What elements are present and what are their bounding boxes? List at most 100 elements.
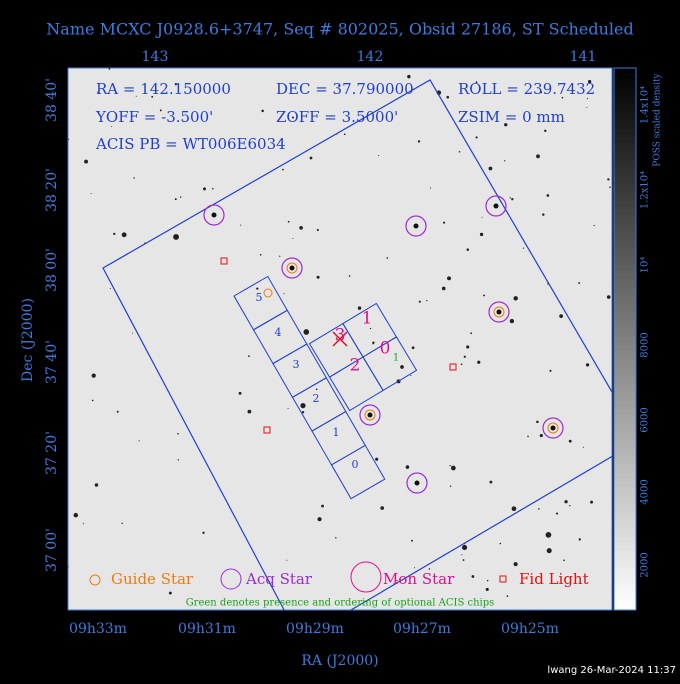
legend-item: Guide Star — [111, 570, 194, 588]
star — [133, 177, 135, 179]
star — [426, 299, 428, 302]
star — [546, 548, 552, 554]
star — [179, 196, 182, 198]
star — [316, 228, 319, 232]
bottom-tick-label: 09h31m — [178, 621, 236, 637]
chip-label: 2 — [313, 392, 320, 405]
left-tick-label: 38 40' — [44, 78, 60, 122]
star — [493, 203, 499, 209]
star — [536, 420, 539, 424]
colorbar-label: 8000 — [640, 332, 651, 357]
star — [91, 373, 96, 378]
chip-label: 1 — [333, 426, 340, 439]
star — [411, 539, 413, 542]
legend-item: Acq Star — [245, 570, 313, 588]
star — [113, 232, 116, 236]
star — [283, 293, 285, 295]
footer: lwang 26-Mar-2024 11:37 — [547, 665, 676, 676]
star — [550, 425, 556, 431]
bottom-tick-label: 09h27m — [393, 621, 451, 637]
info-text: ZOFF = 3.5000' — [276, 108, 398, 126]
top-tick-label: 142 — [357, 49, 384, 65]
star — [449, 485, 452, 487]
star — [485, 587, 489, 591]
info-text: ZSIM = 0 mm — [458, 108, 565, 126]
star — [378, 154, 380, 157]
star — [546, 194, 550, 197]
star — [367, 412, 373, 418]
star — [317, 517, 322, 522]
star — [369, 327, 372, 330]
star — [375, 457, 379, 461]
overlays — [102, 79, 612, 610]
chip-label: 3 — [293, 358, 300, 371]
star — [173, 233, 180, 240]
star — [108, 68, 111, 70]
left-tick-label: 38 20' — [44, 168, 60, 212]
star — [73, 512, 79, 518]
star — [90, 193, 92, 195]
star — [446, 95, 450, 99]
star — [159, 109, 162, 112]
chip-label: 1 — [362, 309, 373, 329]
star — [84, 159, 88, 164]
star — [343, 133, 346, 136]
colorbar-label: 1.4x10⁴ — [640, 86, 651, 124]
star — [586, 98, 588, 100]
left-tick-label: 37 20' — [44, 431, 60, 475]
star — [466, 345, 470, 349]
star — [309, 156, 313, 160]
star — [542, 213, 545, 216]
acq-stars — [203, 195, 564, 494]
star — [300, 403, 306, 409]
star — [496, 309, 502, 315]
star — [338, 84, 340, 87]
acis-s — [233, 275, 386, 500]
left-tick-label: 37 40' — [44, 340, 60, 384]
star — [212, 187, 214, 190]
star — [564, 500, 568, 504]
star — [593, 224, 595, 227]
legend-item: Fid Light — [519, 570, 589, 588]
star — [428, 568, 431, 570]
star — [405, 465, 410, 469]
chip-label: 0 — [380, 339, 391, 359]
chip-label: 2 — [350, 356, 361, 376]
star — [509, 197, 511, 199]
legend-note: Green denotes presence and ordering of o… — [186, 598, 495, 609]
bottom-axis-title: RA (J2000) — [301, 653, 378, 669]
star — [489, 480, 493, 484]
star — [68, 566, 69, 568]
star — [561, 96, 564, 99]
star — [121, 522, 123, 525]
star — [335, 537, 337, 539]
star — [504, 160, 506, 162]
bottom-tick-label: 09h25m — [501, 621, 559, 637]
star — [131, 332, 133, 334]
star — [590, 500, 594, 504]
fid-lights — [220, 257, 457, 434]
star — [606, 295, 611, 299]
colorbar — [613, 67, 637, 611]
legend-item: Mon Star — [383, 570, 455, 588]
star — [286, 559, 288, 561]
star — [247, 409, 252, 414]
star — [458, 150, 461, 153]
aimpoint — [332, 331, 348, 347]
info-text: YOFF = -3.500' — [95, 108, 213, 126]
star — [287, 407, 289, 410]
colorbar-label: 4000 — [640, 479, 651, 504]
star — [536, 154, 540, 159]
title: Name MCXC J0928.6+3747, Seq # 802025, Ob… — [46, 20, 633, 39]
left-axis-title: Dec (J2000) — [20, 298, 36, 382]
star — [545, 531, 552, 538]
star — [568, 439, 572, 443]
star — [348, 275, 351, 277]
star — [168, 591, 172, 595]
chip-label: 0 — [352, 458, 359, 471]
star — [443, 221, 446, 224]
star — [111, 126, 113, 128]
star — [292, 237, 294, 239]
info-text: ACIS PB = WT006E6034 — [95, 135, 286, 153]
star — [585, 363, 590, 367]
